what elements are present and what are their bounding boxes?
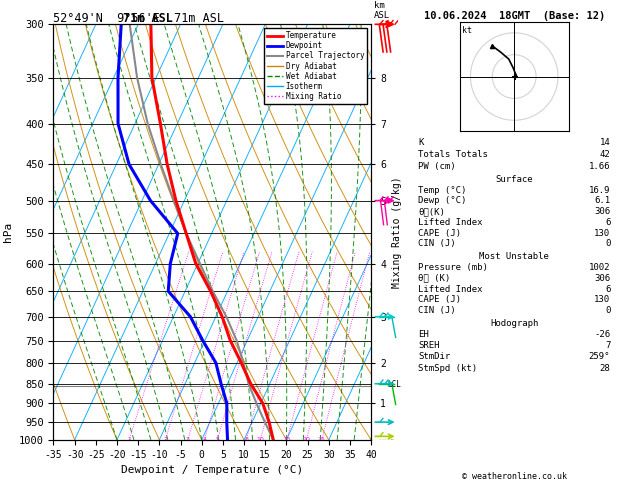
Text: StmDir: StmDir (418, 352, 450, 362)
Text: 1: 1 (127, 436, 131, 442)
Text: 71m ASL: 71m ASL (123, 12, 172, 25)
Text: 16.9: 16.9 (589, 186, 610, 194)
Text: 10.06.2024  18GMT  (Base: 12): 10.06.2024 18GMT (Base: 12) (423, 11, 605, 21)
Text: 8: 8 (244, 436, 248, 442)
Text: 25: 25 (318, 436, 326, 442)
Text: 42: 42 (599, 150, 610, 159)
Text: Surface: Surface (496, 175, 533, 184)
Text: 259°: 259° (589, 352, 610, 362)
Text: θᴄ(K): θᴄ(K) (418, 207, 445, 216)
Text: km
ASL: km ASL (374, 1, 391, 20)
Legend: Temperature, Dewpoint, Parcel Trajectory, Dry Adiabat, Wet Adiabat, Isotherm, Mi: Temperature, Dewpoint, Parcel Trajectory… (264, 28, 367, 104)
Y-axis label: hPa: hPa (3, 222, 13, 242)
Text: 3: 3 (186, 436, 190, 442)
Text: K: K (418, 138, 423, 147)
Text: θᴄ (K): θᴄ (K) (418, 274, 450, 283)
Text: 20: 20 (303, 436, 310, 442)
Text: 10: 10 (257, 436, 264, 442)
Text: Pressure (mb): Pressure (mb) (418, 262, 488, 272)
Text: EH: EH (418, 330, 429, 339)
Text: LCL: LCL (387, 380, 401, 389)
Text: 306: 306 (594, 274, 610, 283)
Text: 0: 0 (605, 240, 610, 248)
Text: Most Unstable: Most Unstable (479, 252, 549, 261)
Text: 14: 14 (599, 138, 610, 147)
Text: 28: 28 (599, 364, 610, 373)
Text: 2: 2 (164, 436, 167, 442)
Y-axis label: Mixing Ratio (g/kg): Mixing Ratio (g/kg) (392, 176, 401, 288)
Text: CAPE (J): CAPE (J) (418, 229, 461, 238)
Text: 6: 6 (605, 284, 610, 294)
Text: Temp (°C): Temp (°C) (418, 186, 467, 194)
Text: 130: 130 (594, 229, 610, 238)
Text: CIN (J): CIN (J) (418, 306, 456, 315)
Text: Totals Totals: Totals Totals (418, 150, 488, 159)
Text: StmSpd (kt): StmSpd (kt) (418, 364, 477, 373)
Text: 0: 0 (605, 306, 610, 315)
Text: 130: 130 (594, 295, 610, 305)
Text: 1002: 1002 (589, 262, 610, 272)
Text: Hodograph: Hodograph (490, 319, 538, 328)
Text: 52°49'N  9°56'E  71m ASL: 52°49'N 9°56'E 71m ASL (53, 12, 225, 25)
Text: Lifted Index: Lifted Index (418, 284, 482, 294)
Text: 6.1: 6.1 (594, 196, 610, 206)
Text: CIN (J): CIN (J) (418, 240, 456, 248)
Text: CAPE (J): CAPE (J) (418, 295, 461, 305)
Text: © weatheronline.co.uk: © weatheronline.co.uk (462, 472, 567, 481)
Text: SREH: SREH (418, 341, 440, 350)
Text: 5: 5 (216, 436, 220, 442)
Text: Dewp (°C): Dewp (°C) (418, 196, 467, 206)
Text: -26: -26 (594, 330, 610, 339)
Text: 7: 7 (605, 341, 610, 350)
Text: Lifted Index: Lifted Index (418, 218, 482, 227)
Text: 15: 15 (283, 436, 291, 442)
Text: kt: kt (462, 26, 472, 35)
Text: 1.66: 1.66 (589, 162, 610, 171)
Text: 306: 306 (594, 207, 610, 216)
Text: PW (cm): PW (cm) (418, 162, 456, 171)
Text: 6: 6 (605, 218, 610, 227)
X-axis label: Dewpoint / Temperature (°C): Dewpoint / Temperature (°C) (121, 465, 303, 475)
Text: 4: 4 (203, 436, 206, 442)
